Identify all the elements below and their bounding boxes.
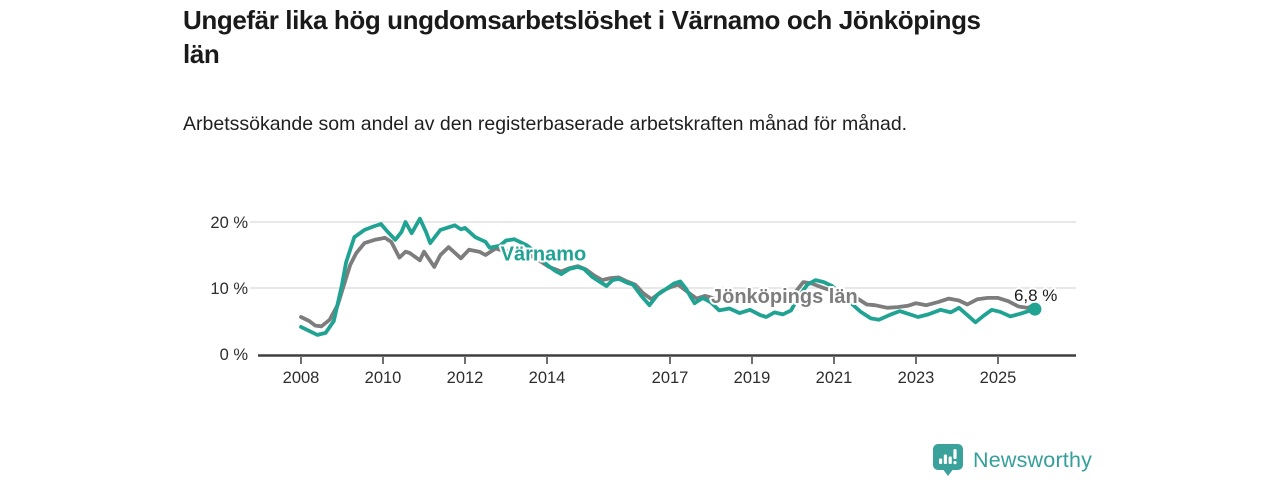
x-axis-tick-label: 2021	[816, 369, 853, 387]
newsworthy-brand: Newsworthy	[932, 443, 1092, 477]
x-axis-tick-label: 2023	[898, 369, 935, 387]
y-axis-tick-label: 20 %	[210, 214, 248, 232]
y-axis-tick-label: 10 %	[210, 280, 248, 298]
x-axis-tick-label: 2010	[365, 369, 402, 387]
series-end-dot	[1028, 302, 1042, 316]
y-axis-tick-label: 0 %	[220, 346, 249, 364]
series-inline-label: Värnamo	[501, 243, 587, 265]
newsworthy-logo-text: Newsworthy	[973, 447, 1093, 472]
x-axis-tick-label: 2014	[529, 369, 566, 387]
series-inline-label: Jönköpings län	[711, 286, 858, 308]
x-axis-tick-label: 2017	[652, 369, 689, 387]
x-axis-tick-label: 2008	[283, 369, 320, 387]
x-axis-tick-label: 2025	[980, 369, 1017, 387]
series-line-j-nk-pings-l-n	[299, 235, 1037, 329]
x-axis-tick-label: 2019	[734, 369, 771, 387]
newsworthy-logo-icon	[933, 444, 963, 476]
series-line-v-rnamo	[299, 216, 1037, 337]
latest-value-label: 6,8 %	[1014, 286, 1057, 305]
chart-title: Ungefär lika hög ungdomsarbetslöshet i V…	[183, 5, 981, 69]
chart-subtitle: Arbetssökande som andel av den registerb…	[183, 113, 908, 135]
x-axis-tick-label: 2012	[447, 369, 484, 387]
